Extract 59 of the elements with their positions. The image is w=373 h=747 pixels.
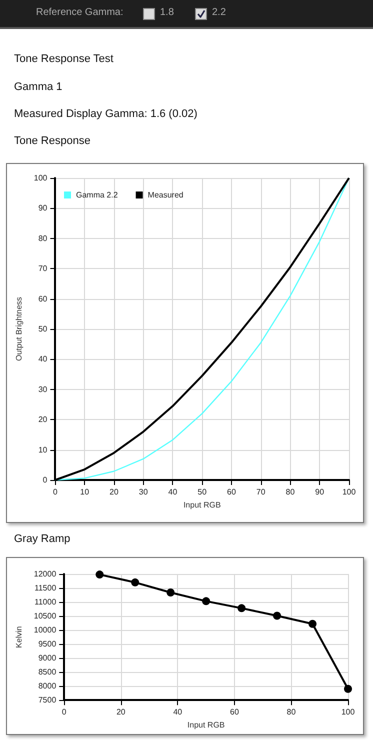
y-tick-label: 11000	[34, 598, 57, 607]
y-tick-label: 10	[38, 445, 48, 454]
x-tick-label: 40	[168, 488, 178, 496]
legend-label: Gamma 2.2	[76, 190, 118, 200]
x-tick-label: 80	[286, 708, 296, 717]
x-tick-label: 90	[315, 488, 325, 496]
y-tick-label: 8500	[38, 668, 57, 677]
y-tick-label: 40	[38, 354, 48, 364]
x-axis-title: Input RGB	[183, 500, 221, 510]
point	[238, 604, 246, 612]
chart-title: Gray Ramp	[14, 533, 70, 545]
y-axis-title: Output Brightness	[14, 296, 24, 362]
y-tick-label: 0	[42, 476, 48, 484]
x-axis-title: Input RGB	[187, 720, 225, 730]
x-tick-label: 60	[230, 708, 240, 717]
point	[166, 588, 175, 596]
y-tick-label: 12000	[34, 570, 57, 578]
y-tick-label: 90	[38, 204, 48, 213]
text: Reference Gamma:	[36, 7, 124, 18]
point	[344, 684, 352, 693]
point	[308, 620, 317, 628]
y-tick-label: 70	[38, 264, 48, 274]
y-tick-label: 9500	[38, 640, 57, 649]
x-tick-label: 50	[198, 488, 208, 496]
x-tick-label: 80	[286, 488, 296, 496]
y-tick-label: 100	[34, 174, 48, 182]
y-tick-label: 8000	[38, 682, 57, 691]
point	[202, 597, 210, 606]
y-tick-label: 7500	[38, 696, 57, 705]
text: Tone Response Test	[14, 53, 114, 65]
x-tick-label: 60	[227, 488, 236, 496]
x-tick-label: 20	[116, 708, 126, 717]
x-tick-label: 100	[342, 488, 356, 496]
point	[131, 578, 140, 586]
point	[273, 612, 282, 620]
y-tick-label: 10500	[34, 612, 57, 621]
text: 2.2	[212, 7, 226, 18]
text: Measured Display Gamma: 1.6 (0.02)	[14, 108, 198, 120]
y-tick-label: 50	[38, 324, 48, 334]
x-tick-label: 40	[173, 708, 183, 717]
chart-title: Tone Response	[14, 135, 90, 147]
y-tick-label: 20	[38, 415, 48, 424]
x-tick-label: 0	[62, 708, 67, 717]
y-tick-label: 9000	[38, 654, 57, 663]
x-tick-label: 70	[256, 488, 266, 496]
y-axis-title: Kelvin	[14, 626, 24, 648]
legend-label: Measured	[148, 190, 184, 200]
text: 1.8	[160, 7, 174, 18]
y-tick-label: 30	[38, 384, 48, 394]
y-tick-label: 11500	[34, 584, 57, 593]
y-tick-label: 60	[38, 294, 48, 304]
point	[96, 570, 104, 579]
y-tick-label: 80	[38, 234, 48, 243]
x-tick-label: 30	[138, 488, 148, 496]
x-tick-label: 100	[341, 708, 356, 717]
x-tick-label: 10	[80, 488, 90, 496]
y-tick-label: 10000	[34, 626, 57, 635]
text: Gamma 1	[14, 80, 62, 92]
x-tick-label: 20	[110, 488, 119, 496]
